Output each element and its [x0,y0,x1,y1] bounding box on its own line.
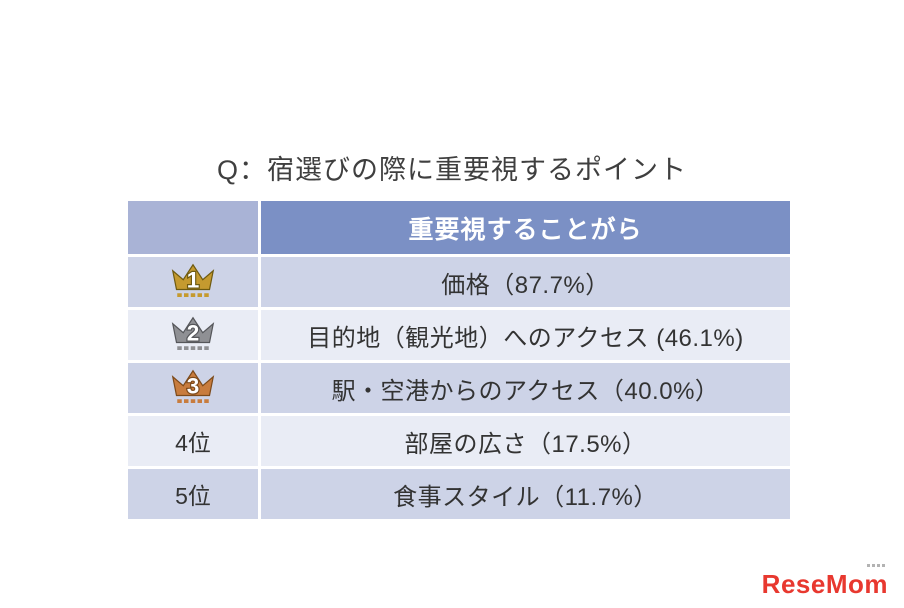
rank-4-cell: 4位 [128,416,258,466]
rank-1-label: 価格（87.7%） [261,257,790,307]
silver-crown-icon: 2 [171,316,215,350]
rank-3-cell: 3 [128,363,258,413]
resemom-logo: ReseMom [761,564,888,600]
resemom-logo-text: ReseMom [761,569,888,599]
gold-crown-icon: 1 [171,263,215,297]
survey-question-title: Q：宿選びの際に重要視するポイント [216,155,687,185]
rank-5-label: 食事スタイル（11.7%） [261,469,790,519]
rank-1-number: 1 [187,267,200,292]
rank-4-text: 4位 [175,430,211,456]
ranking-table: 重要視することがら 1 価格（87.7%） [128,201,790,519]
rank-2-label: 目的地（観光地）へのアクセス (46.1%) [261,310,790,360]
bronze-crown-icon: 3 [171,369,215,403]
rank-5-cell: 5位 [128,469,258,519]
rank-2-cell: 2 [128,310,258,360]
rank-4-label: 部屋の広さ（17.5%） [261,416,790,466]
logo-dots-decoration [867,564,885,567]
rank-3-label: 駅・空港からのアクセス（40.0%） [261,363,790,413]
rank-3-number: 3 [187,373,200,398]
header-rank-cell [128,201,258,254]
rank-5-text: 5位 [175,483,211,509]
header-label-cell: 重要視することがら [261,201,790,254]
rank-2-number: 2 [187,320,200,345]
rank-1-cell: 1 [128,257,258,307]
